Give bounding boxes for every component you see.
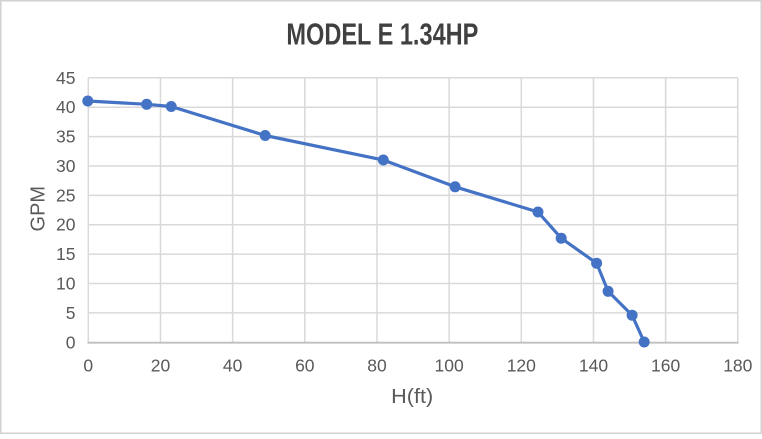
svg-text:25: 25 xyxy=(56,185,75,205)
svg-text:20: 20 xyxy=(151,356,171,376)
svg-text:180: 180 xyxy=(723,356,752,376)
svg-text:160: 160 xyxy=(651,356,680,376)
svg-text:0: 0 xyxy=(83,356,93,376)
svg-text:20: 20 xyxy=(56,215,76,235)
svg-text:100: 100 xyxy=(434,356,463,376)
svg-text:40: 40 xyxy=(223,356,243,376)
svg-text:45: 45 xyxy=(56,68,75,88)
svg-text:40: 40 xyxy=(56,97,76,117)
svg-text:MODEL E 1.34HP: MODEL E 1.34HP xyxy=(286,17,478,52)
svg-text:10: 10 xyxy=(56,274,76,294)
svg-text:0: 0 xyxy=(66,332,76,352)
svg-text:5: 5 xyxy=(66,303,76,323)
svg-text:30: 30 xyxy=(56,156,76,176)
svg-text:60: 60 xyxy=(295,356,315,376)
svg-text:15: 15 xyxy=(56,244,75,264)
svg-text:H(ft): H(ft) xyxy=(391,386,433,408)
svg-text:35: 35 xyxy=(56,127,75,147)
svg-text:120: 120 xyxy=(507,356,536,376)
svg-text:80: 80 xyxy=(367,356,387,376)
svg-text:GPM: GPM xyxy=(28,186,50,232)
svg-text:140: 140 xyxy=(579,356,608,376)
